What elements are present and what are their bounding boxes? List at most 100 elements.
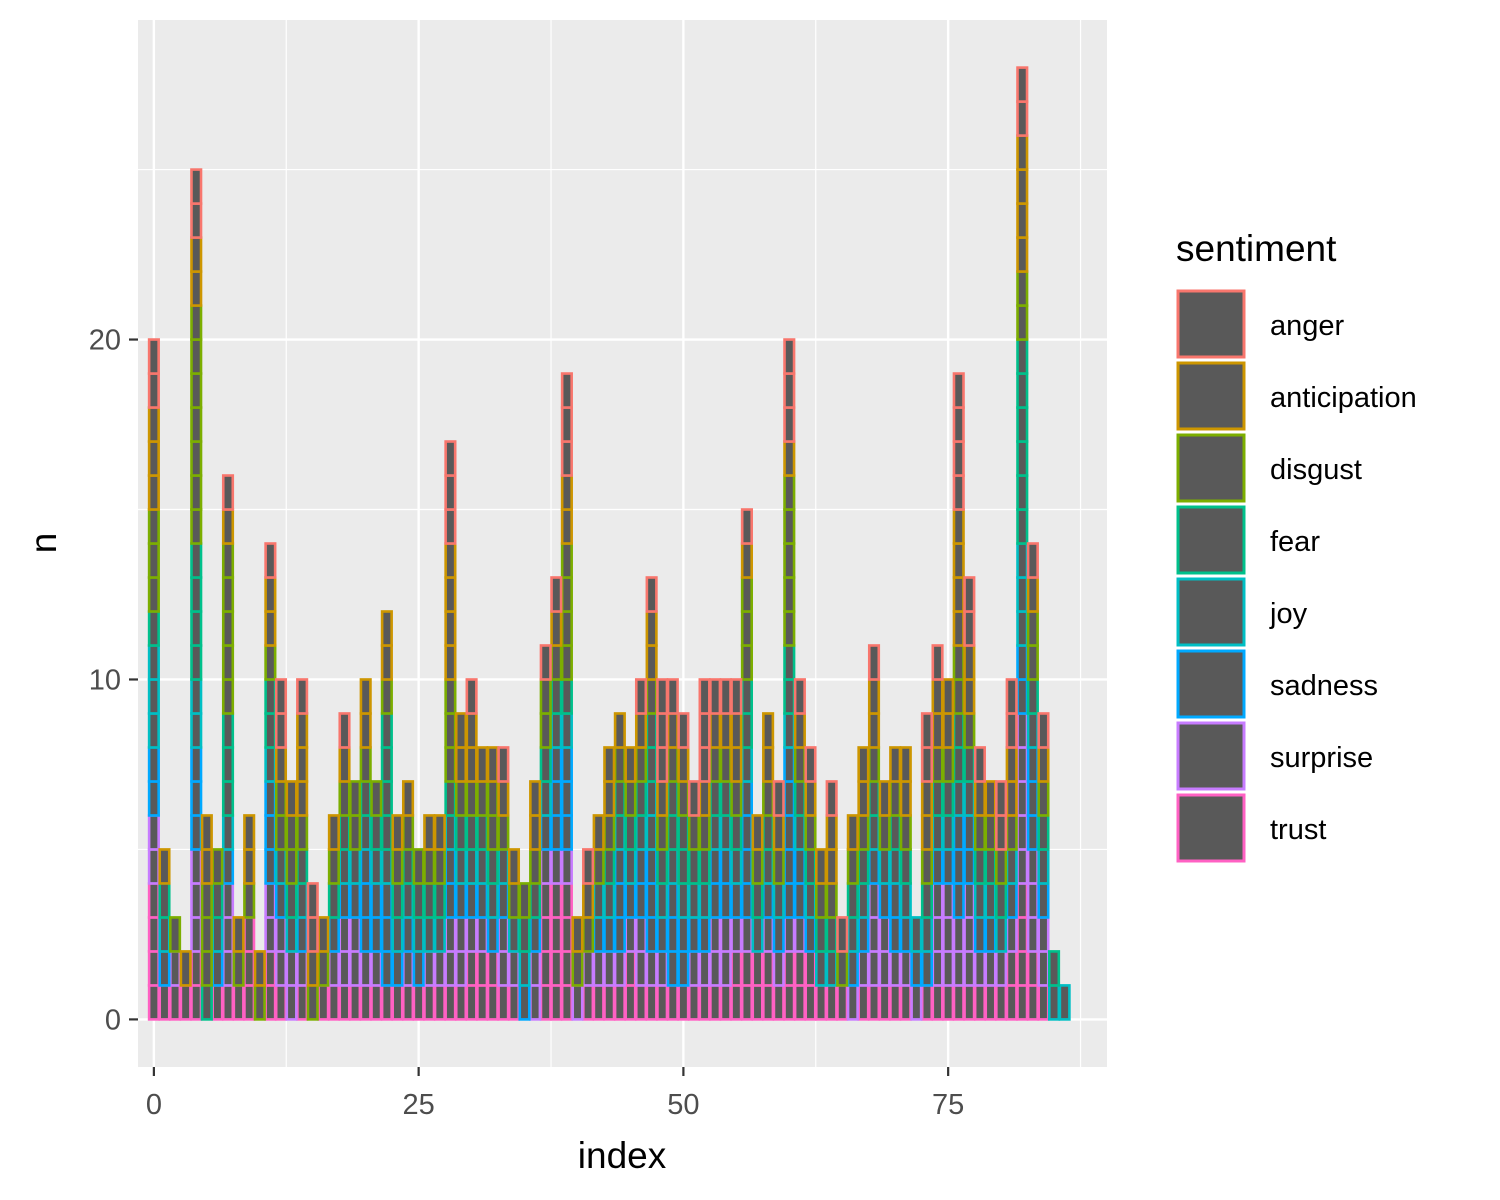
legend-label-sadness: sadness	[1270, 670, 1378, 702]
bar-cell-sadness	[264, 814, 277, 851]
bar-cell-sadness	[454, 882, 468, 919]
bar-cell-trust	[1005, 984, 1018, 1021]
bar-cell-anticipation	[1026, 576, 1039, 613]
bar-cell-joy	[1026, 712, 1039, 749]
bar-cell-anticipation	[645, 610, 658, 647]
bar-cell-anticipation	[529, 780, 542, 817]
bar-cell-disgust	[274, 780, 288, 817]
bar-cell-sadness	[391, 950, 404, 987]
bar-cell-disgust	[804, 814, 817, 851]
bar-cell-joy	[1037, 848, 1050, 885]
bar-cell-surprise	[740, 916, 753, 953]
bar-cell-disgust	[190, 406, 203, 443]
bar-cell-anticipation	[889, 746, 902, 783]
bar-cell-disgust	[221, 576, 235, 613]
bar-cell-anticipation	[634, 712, 648, 749]
bar-cell-surprise	[169, 950, 182, 987]
bar-cell-sadness	[899, 916, 912, 953]
bar-cell-sadness	[444, 882, 457, 919]
bar-cell-anger	[952, 406, 965, 443]
bar-cell-anger	[719, 678, 732, 715]
bar-cell-joy	[147, 644, 160, 681]
bar-cell-anticipation	[878, 780, 891, 817]
bar-cell-anticipation	[677, 746, 690, 783]
bar-cell-trust	[454, 984, 468, 1021]
bar-cell-anger	[497, 746, 510, 783]
bar-cell-trust	[560, 882, 573, 919]
bar-cell-anger	[634, 678, 648, 715]
bar-cell-joy	[995, 916, 1008, 953]
bar-cell-fear	[285, 882, 298, 919]
bar-cell-anticipation	[571, 916, 584, 953]
bar-cell-disgust	[952, 644, 965, 681]
bar-cell-surprise	[285, 984, 298, 1021]
bar-cell-sadness	[147, 780, 160, 817]
bar-cell-disgust	[221, 678, 235, 715]
bar-cell-fear	[666, 814, 679, 851]
bar-cell-fear	[1016, 406, 1029, 443]
bar-cell-anticipation	[582, 882, 595, 919]
bar-cell-trust	[507, 984, 521, 1021]
bar-cell-anger	[698, 678, 711, 715]
bar-cell-fear	[751, 882, 764, 919]
bar-cell-anticipation	[1016, 168, 1029, 205]
bar-cell-anger	[1005, 712, 1018, 749]
bar-cell-anger	[539, 644, 552, 681]
bar-cell-anger	[772, 780, 785, 817]
bar-cell-joy	[560, 712, 573, 749]
bar-cell-disgust	[444, 746, 457, 783]
bar-cell-trust	[486, 984, 499, 1021]
bar-cell-disgust	[327, 848, 340, 885]
bar-cell-surprise	[190, 916, 203, 953]
bar-cell-surprise	[709, 916, 722, 953]
bar-cell-surprise	[709, 950, 722, 987]
bar-cell-fear	[783, 644, 796, 681]
bar-cell-anticipation	[762, 746, 775, 783]
bar-cell-fear	[942, 780, 955, 817]
bar-cell-anticipation	[719, 712, 732, 749]
bar-cell-trust	[698, 984, 711, 1021]
bar-cell-joy	[772, 882, 785, 919]
bar-cell-sadness	[666, 882, 679, 919]
bar-cell-sadness	[846, 950, 859, 987]
bar-cell-anticipation	[401, 780, 415, 817]
bar-cell-disgust	[920, 848, 934, 885]
bar-cell-disgust	[1026, 610, 1039, 647]
bar-cell-joy	[603, 882, 616, 919]
bar-cell-anticipation	[444, 576, 457, 613]
bar-cell-disgust	[899, 814, 912, 851]
bar-cell-joy	[147, 678, 160, 715]
bar-cell-fear	[603, 848, 616, 885]
legend-label-joy: joy	[1269, 598, 1308, 630]
bar-cell-fear	[158, 882, 171, 919]
bar-cell-fear	[995, 882, 1008, 919]
bar-cell-fear	[486, 848, 499, 885]
bar-cell-joy	[190, 712, 203, 749]
bar-cell-trust	[550, 984, 563, 1021]
bar-cell-sadness	[1026, 780, 1039, 817]
bar-cell-trust	[560, 984, 573, 1021]
bar-cell-anticipation	[285, 780, 298, 817]
bar-cell-surprise	[1005, 916, 1018, 953]
bar-cell-disgust	[645, 678, 658, 715]
bar-cell-anticipation	[359, 712, 372, 749]
bar-cell-trust	[1005, 950, 1018, 987]
bar-cell-trust	[751, 984, 764, 1021]
bar-cell-trust	[751, 950, 764, 987]
bar-cell-anticipation	[857, 780, 870, 817]
bar-cell-surprise	[264, 882, 277, 919]
bar-cell-surprise	[190, 882, 203, 919]
x-tick-label: 25	[403, 1089, 435, 1121]
bar-cell-sadness	[296, 916, 309, 953]
bar-cell-fear	[359, 780, 372, 817]
bar-cell-disgust	[1026, 644, 1039, 681]
bar-cell-disgust	[349, 780, 362, 817]
bar-cell-disgust	[825, 882, 838, 919]
bar-cell-fear	[783, 678, 796, 715]
bar-cell-trust	[423, 984, 436, 1021]
bar-cell-surprise	[719, 916, 732, 953]
bar-cell-surprise	[867, 882, 881, 919]
bar-cell-joy	[1005, 848, 1018, 885]
bar-cell-sadness	[560, 746, 573, 783]
